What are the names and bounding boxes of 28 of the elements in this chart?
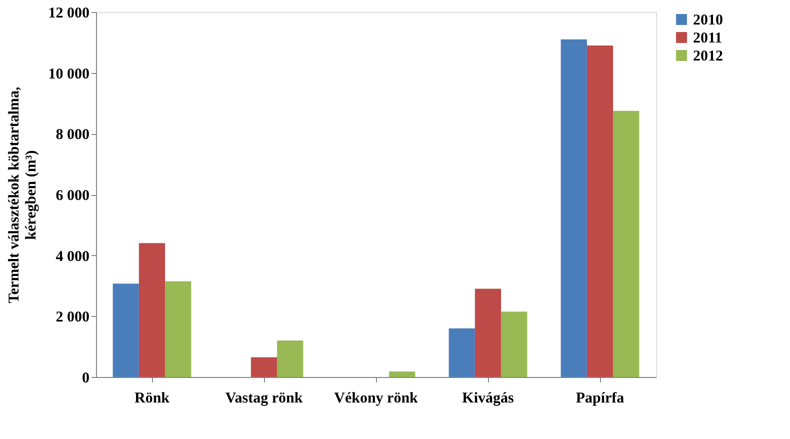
y-tick-label: 8 000 bbox=[56, 127, 90, 144]
y-tick-label: 6 000 bbox=[56, 188, 90, 204]
bar bbox=[277, 340, 304, 377]
bar bbox=[501, 312, 528, 377]
x-tick-label: Vastag rönk bbox=[225, 390, 304, 406]
bar bbox=[560, 39, 587, 377]
y-tick-label: 10 000 bbox=[48, 66, 90, 82]
y-tick-label: 4 000 bbox=[56, 248, 90, 265]
bar bbox=[250, 357, 278, 377]
y-tick-label: 12 000 bbox=[48, 6, 90, 22]
bar bbox=[474, 288, 502, 377]
bar bbox=[448, 328, 475, 377]
bar bbox=[138, 243, 166, 377]
x-tick-label: Vékony rönk bbox=[334, 390, 419, 406]
bar bbox=[165, 281, 192, 377]
legend-label: 2010 bbox=[693, 12, 723, 28]
bar bbox=[586, 45, 614, 377]
x-tick-label: Papírfa bbox=[576, 390, 625, 406]
bar bbox=[112, 284, 139, 377]
bar bbox=[613, 110, 640, 377]
legend-label: 2011 bbox=[693, 30, 722, 46]
x-tick-label: Kivágás bbox=[462, 390, 514, 406]
y-tick-label: 2 000 bbox=[56, 310, 90, 326]
x-tick-label: Rönk bbox=[134, 390, 170, 406]
y-axis-title: Termelt választékok köbtartalma, kéregben (m³) bbox=[6, 86, 40, 304]
legend-label: 2012 bbox=[693, 48, 723, 64]
y-tick-label: 0 bbox=[82, 370, 90, 386]
bar bbox=[389, 372, 416, 377]
